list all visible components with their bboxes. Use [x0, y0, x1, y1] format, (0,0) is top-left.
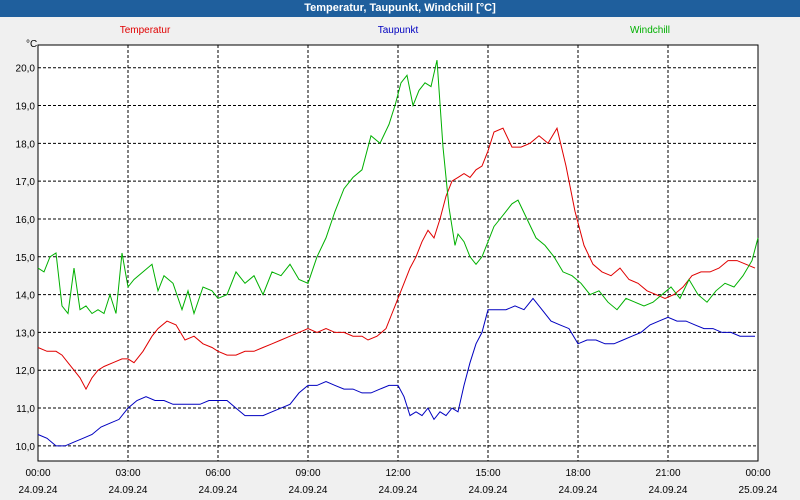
- x-tick-label-date: 24.09.24: [109, 485, 148, 496]
- x-tick-label-date: 24.09.24: [19, 485, 58, 496]
- legend-entry: Taupunkt: [378, 25, 419, 36]
- chart-title: Temperatur, Taupunkt, Windchill [°C]: [0, 0, 800, 17]
- x-tick-label-time: 09:00: [295, 468, 320, 479]
- y-tick-label: 10,0: [16, 442, 36, 453]
- x-tick-label-date: 24.09.24: [469, 485, 508, 496]
- x-tick-label-date: 24.09.24: [379, 485, 418, 496]
- legend-entry: Temperatur: [120, 25, 171, 36]
- x-tick-label-time: 03:00: [115, 468, 140, 479]
- x-tick-label-time: 12:00: [385, 468, 410, 479]
- x-tick-label-time: 15:00: [475, 468, 500, 479]
- x-tick-label-time: 06:00: [205, 468, 230, 479]
- x-tick-label-date: 24.09.24: [199, 485, 238, 496]
- x-tick-label-date: 24.09.24: [559, 485, 598, 496]
- y-tick-label: 20,0: [16, 64, 36, 75]
- y-tick-label: 12,0: [16, 366, 36, 377]
- legend-entry: Windchill: [630, 25, 670, 36]
- y-tick-label: 17,0: [16, 177, 36, 188]
- y-tick-label: 14,0: [16, 291, 36, 302]
- x-tick-label-date: 24.09.24: [649, 485, 688, 496]
- series-line-temperatur: [37, 126, 756, 391]
- y-tick-label: 15,0: [16, 253, 36, 264]
- series-line-taupunkt: [37, 297, 755, 447]
- chart-plot: 10,0 11,0 12,0 13,0 14,0 15,0 16,0 17,0 18,0 19,0…: [16, 25, 778, 496]
- y-tick-label: 19,0: [16, 102, 36, 113]
- y-tick-label: 13,0: [16, 328, 36, 339]
- y-tick-label: 11,0: [16, 404, 35, 415]
- y-axis-label: °C: [26, 39, 37, 50]
- x-tick-label-date: 25.09.24: [739, 485, 778, 496]
- y-tick-label: 18,0: [16, 139, 36, 150]
- x-tick-label-time: 00:00: [745, 468, 770, 479]
- x-tick-label-time: 21:00: [655, 468, 680, 479]
- x-tick-label-time: 18:00: [565, 468, 590, 479]
- x-tick-label-date: 24.09.24: [289, 485, 328, 496]
- x-tick-label-time: 00:00: [25, 468, 50, 479]
- series-line-windchill: [37, 59, 759, 316]
- y-tick-label: 16,0: [16, 215, 36, 226]
